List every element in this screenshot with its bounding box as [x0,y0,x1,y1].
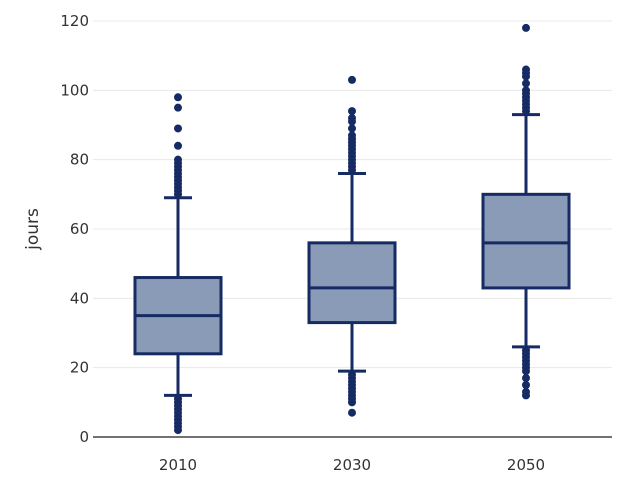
y-tick-label-20: 20 [70,359,89,377]
outlier-point-2010-21 [174,141,182,150]
box-group-2030 [307,75,397,417]
outlier-point-2050-22 [522,23,530,32]
outlier-point-2010-22 [174,124,182,133]
box-iqr-2030 [307,241,397,325]
outlier-point-2050-17 [522,86,530,95]
outlier-point-2050-1 [522,387,530,396]
box-iqr-2050 [481,192,571,290]
outlier-point-2010-24 [174,93,182,102]
outlier-point-2030-24 [348,107,356,116]
x-axis: 2010 2030 2050 [93,436,612,474]
x-tick-label-2050: 2050 [507,456,545,474]
outlier-point-2010-23 [174,103,182,112]
x-tick-label-2030: 2030 [333,456,371,474]
outlier-point-2050-2 [522,381,530,389]
outlier-point-2050-10 [522,346,530,355]
outlier-point-2050-21 [522,65,530,74]
box-group-2050 [481,23,571,400]
outlier-point-2030-23 [348,114,356,123]
box-group-2010 [133,93,223,435]
outlier-point-2030-9 [348,370,356,379]
y-tick-label-120: 120 [60,12,89,30]
boxes-layer [133,23,571,435]
y-axis: 0 20 40 60 80 100 120 [60,12,89,446]
y-tick-label-100: 100 [60,81,89,99]
y-axis-title: jours [23,208,43,251]
y-tick-label-40: 40 [70,289,89,307]
outlier-point-2050-3 [522,374,530,383]
outlier-point-2050-18 [522,79,530,88]
x-tick-label-2010: 2010 [159,456,197,474]
outlier-point-2010-9 [174,394,182,403]
outlier-point-2030-25 [348,75,356,84]
outlier-point-2030-21 [348,124,356,133]
outlier-point-2030-0 [348,408,356,417]
y-tick-label-60: 60 [70,220,89,238]
outlier-point-2030-20 [348,131,356,140]
outlier-point-2010-20 [174,155,182,164]
y-tick-label-0: 0 [79,428,89,446]
y-tick-label-80: 80 [70,151,89,169]
